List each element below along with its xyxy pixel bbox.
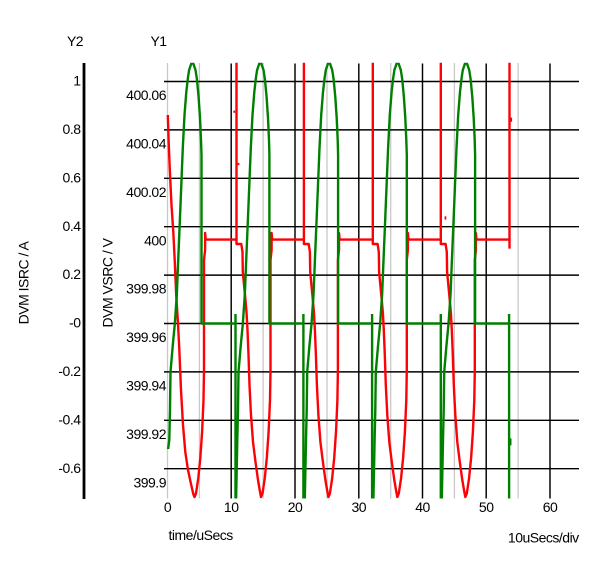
- svg-text:399.92: 399.92: [126, 426, 167, 442]
- svg-text:400: 400: [144, 232, 167, 248]
- svg-text:0.8: 0.8: [63, 121, 82, 137]
- svg-text:399.96: 399.96: [126, 329, 167, 345]
- svg-text:40: 40: [415, 499, 430, 515]
- svg-text:0.6: 0.6: [63, 169, 82, 185]
- svg-text:20: 20: [288, 499, 303, 515]
- svg-text:DVM VSRC / V: DVM VSRC / V: [100, 237, 116, 327]
- svg-text:0.2: 0.2: [63, 266, 82, 282]
- svg-text:50: 50: [479, 499, 494, 515]
- svg-text:DVM ISRC / A: DVM ISRC / A: [16, 240, 32, 324]
- svg-text:0: 0: [164, 499, 172, 515]
- svg-text:-0.6: -0.6: [58, 460, 81, 476]
- svg-text:60: 60: [543, 499, 558, 515]
- svg-text:-0.2: -0.2: [58, 363, 81, 379]
- svg-text:Y1: Y1: [150, 33, 167, 49]
- svg-text:0.4: 0.4: [63, 218, 82, 234]
- svg-text:30: 30: [352, 499, 367, 515]
- svg-text:-0: -0: [69, 315, 81, 331]
- svg-text:-0.4: -0.4: [58, 411, 81, 427]
- svg-text:399.94: 399.94: [126, 378, 167, 394]
- svg-text:10: 10: [224, 499, 239, 515]
- svg-text:time/uSecs: time/uSecs: [169, 527, 234, 543]
- svg-text:10uSecs/div: 10uSecs/div: [508, 530, 579, 546]
- svg-text:399.98: 399.98: [126, 281, 167, 297]
- svg-text:400.04: 400.04: [126, 136, 167, 152]
- svg-text:400.02: 400.02: [126, 184, 167, 200]
- svg-text:1: 1: [73, 73, 81, 89]
- svg-text:399.9: 399.9: [133, 474, 166, 490]
- svg-text:Y2: Y2: [67, 33, 84, 49]
- svg-text:400.06: 400.06: [126, 87, 167, 103]
